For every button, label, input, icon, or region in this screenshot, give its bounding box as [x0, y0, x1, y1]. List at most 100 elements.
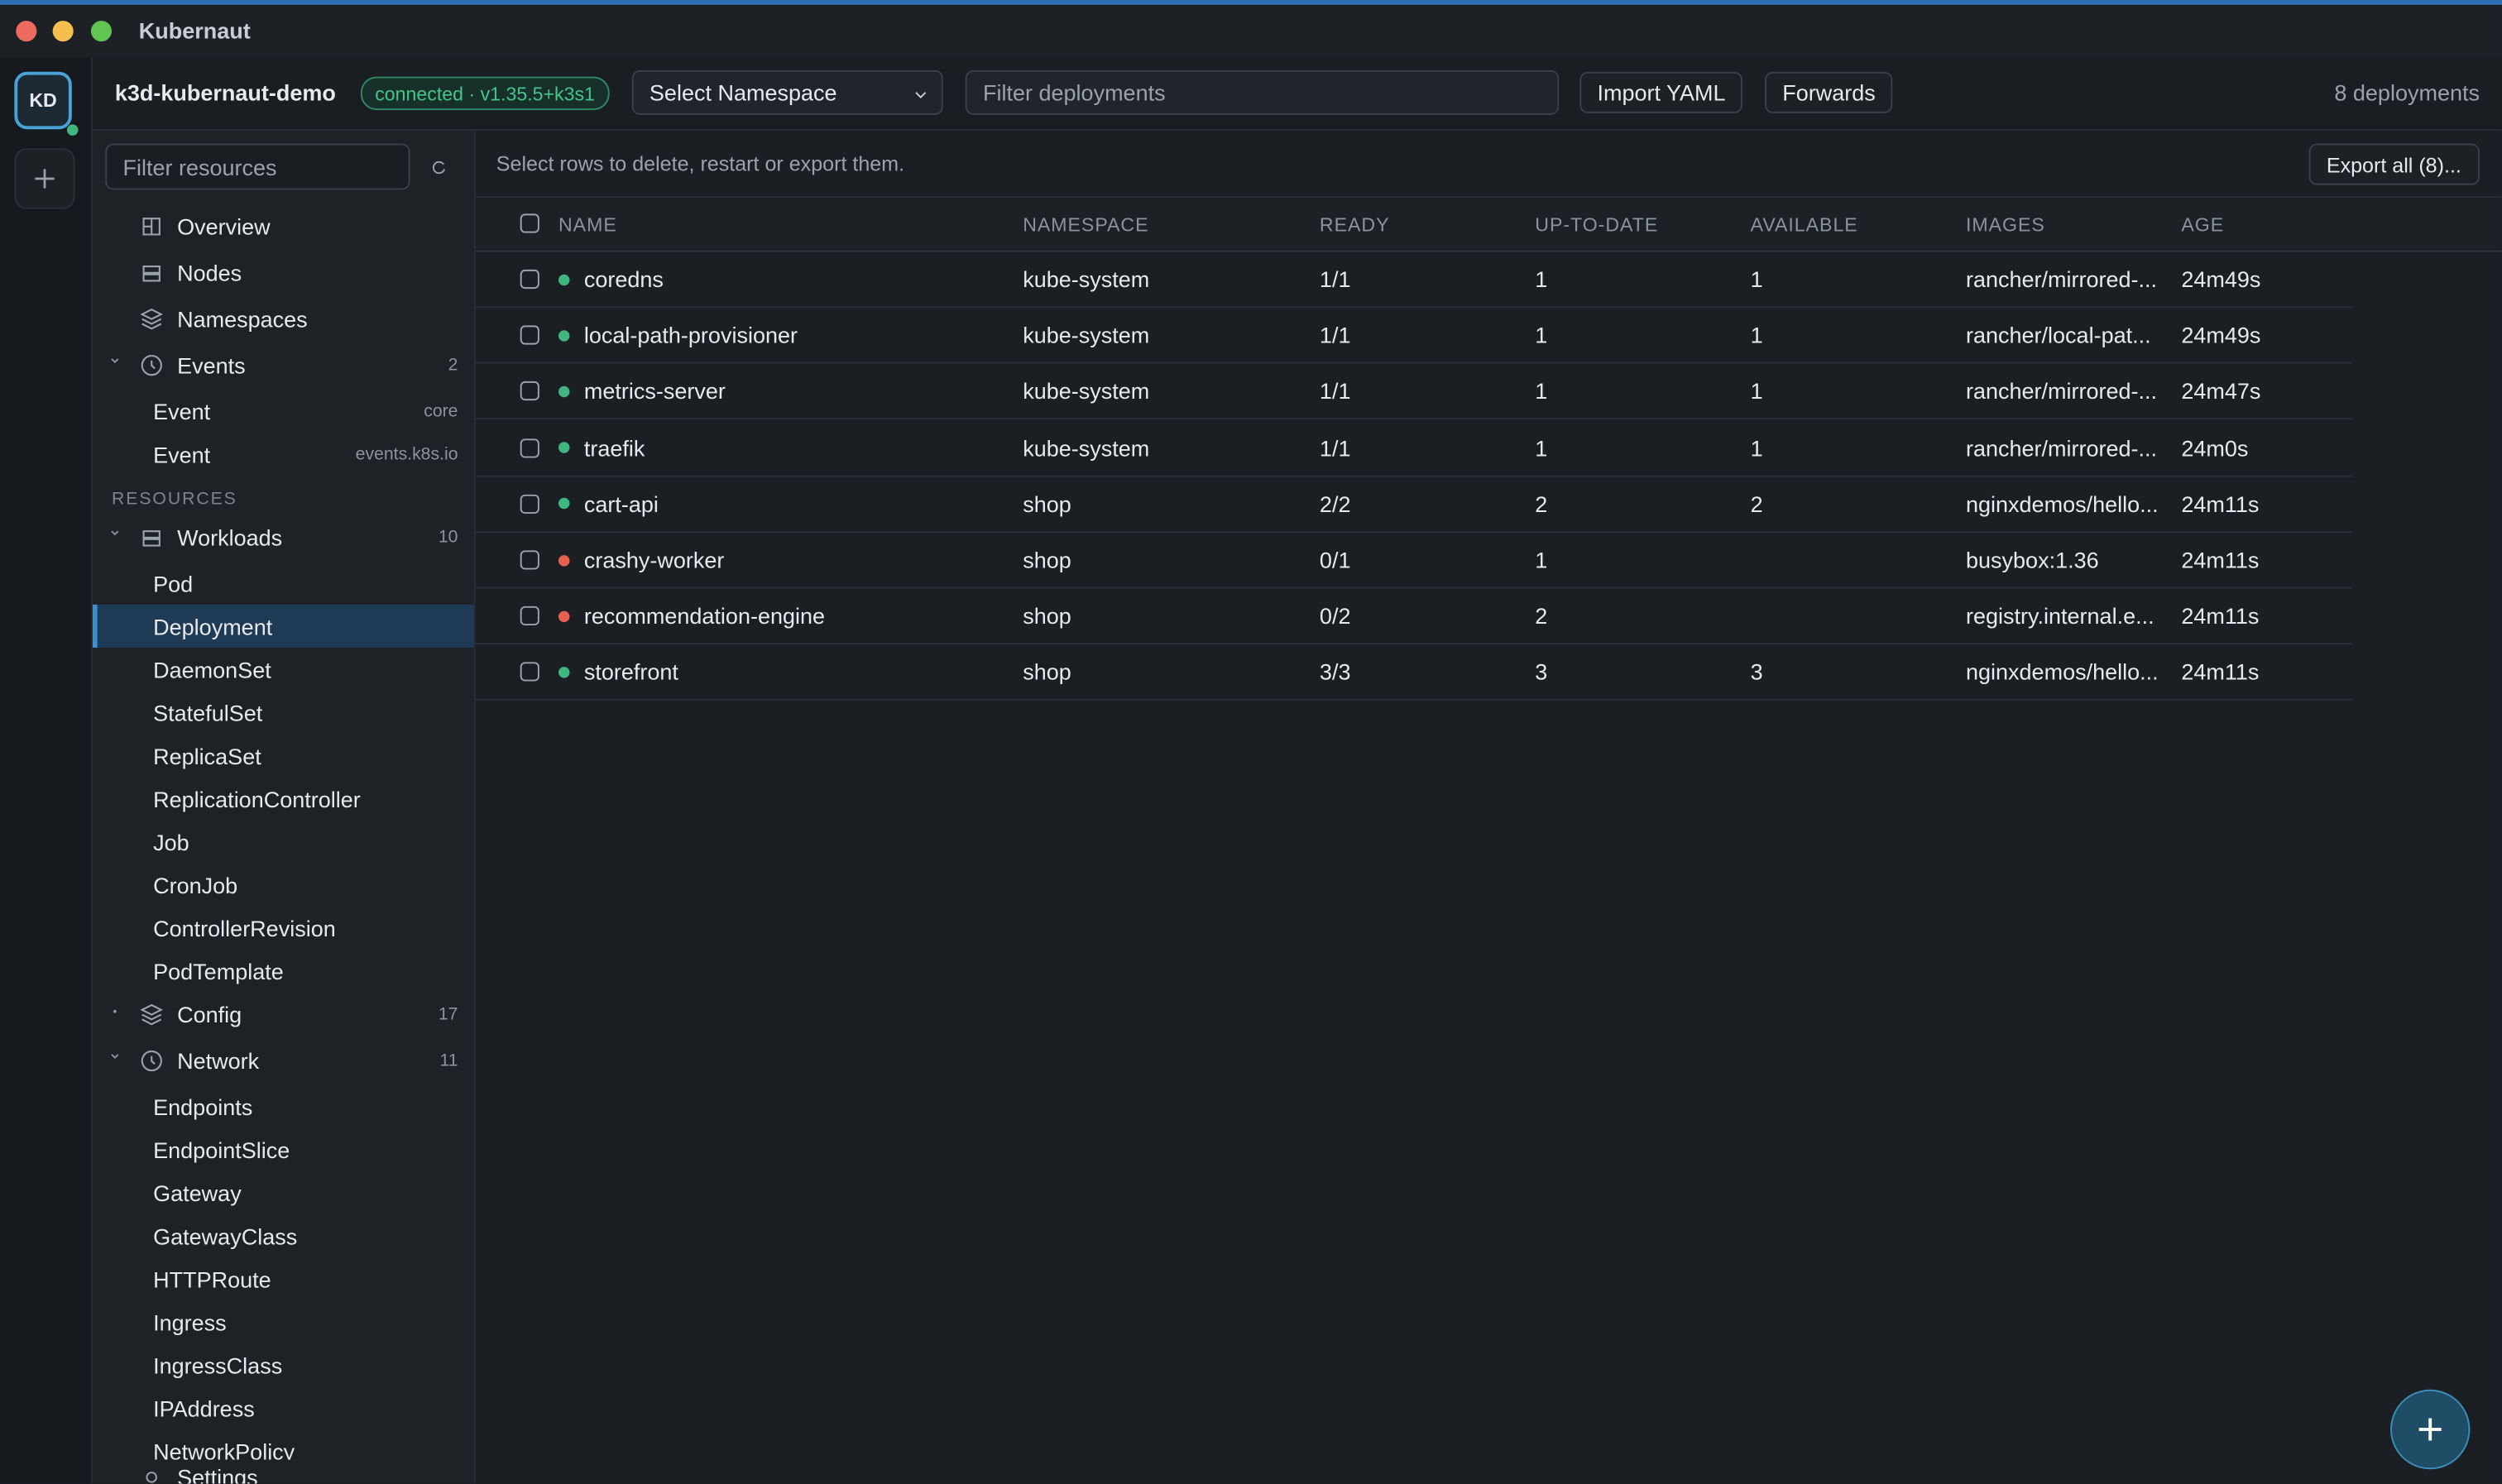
- column-header[interactable]: NAMESPACE: [1023, 213, 1149, 237]
- row-checkbox[interactable]: [520, 381, 539, 401]
- tree-item[interactable]: Ingress: [93, 1300, 474, 1343]
- tree-item[interactable]: StatefulSet: [93, 691, 474, 734]
- namespace-select-label: Select Namespace: [649, 79, 837, 106]
- resource-filter[interactable]: Filter resources: [105, 143, 410, 190]
- table-cell: 1: [1750, 266, 1763, 292]
- table-cell: shop: [1023, 659, 1071, 686]
- table-cell: 24m11s: [2181, 659, 2260, 686]
- table-row[interactable]: [475, 307, 2352, 365]
- column-header[interactable]: UP-TO-DATE: [1535, 213, 1659, 237]
- tree-item[interactable]: HTTPRoute: [93, 1257, 474, 1300]
- tree-group[interactable]: Namespaces: [93, 297, 474, 342]
- row-checkbox[interactable]: [520, 550, 539, 570]
- table-row[interactable]: [475, 363, 2352, 420]
- deployment-count: 8 deployments: [2334, 79, 2480, 106]
- column-header[interactable]: AGE: [2181, 213, 2225, 237]
- tree-item[interactable]: ReplicaSet: [93, 734, 474, 777]
- tree-item[interactable]: ReplicationController: [93, 777, 474, 820]
- item-icon: [140, 308, 163, 330]
- import-yaml-button[interactable]: Import YAML: [1579, 71, 1743, 113]
- deployment-name: traefik: [583, 434, 645, 461]
- table-cell: 0/2: [1319, 603, 1351, 630]
- tree-item[interactable]: Endpoints: [93, 1084, 474, 1127]
- deployment-filter[interactable]: Filter deployments: [965, 69, 1560, 115]
- tree-group[interactable]: Events 2: [93, 343, 474, 388]
- table-cell: rancher/mirrored-...: [1965, 434, 2158, 461]
- tree-item[interactable]: IPAddress: [93, 1386, 474, 1429]
- tree-item[interactable]: ControllerRevision: [93, 906, 474, 949]
- row-checkbox[interactable]: [520, 663, 539, 682]
- namespace-select[interactable]: Select Namespace: [631, 69, 943, 115]
- row-checkbox[interactable]: [520, 494, 539, 514]
- table-row[interactable]: [475, 587, 2352, 645]
- table-cell: 24m11s: [2181, 603, 2260, 630]
- add-cluster[interactable]: [14, 148, 75, 209]
- table-cell: kube-system: [1023, 266, 1150, 292]
- expanded-caret[interactable]: [110, 356, 120, 366]
- item-label: Ingress: [153, 1309, 227, 1335]
- table-cell: rancher/mirrored-...: [1965, 266, 2158, 292]
- tree-item[interactable]: CronJob: [93, 863, 474, 906]
- tree-item[interactable]: Event core: [93, 390, 474, 433]
- tree-item[interactable]: GatewayClass: [93, 1214, 474, 1257]
- item-label: IngressClass: [153, 1352, 283, 1378]
- row-checkbox[interactable]: [520, 606, 539, 626]
- table-row[interactable]: [475, 531, 2352, 589]
- table-row[interactable]: [475, 251, 2352, 309]
- settings-label: Settings: [177, 1464, 258, 1484]
- connection-status: connected · v1.35.5+k3s1: [360, 76, 610, 111]
- table-cell: 1: [1535, 322, 1548, 348]
- add-fab[interactable]: [2389, 1388, 2471, 1471]
- tree-group[interactable]: Overview: [93, 204, 474, 249]
- item-label: GatewayClass: [153, 1223, 298, 1249]
- tree-group[interactable]: Nodes: [93, 251, 474, 295]
- item-label: HTTPRoute: [153, 1266, 271, 1292]
- item-label: Endpoints: [153, 1094, 253, 1119]
- tree-item[interactable]: Pod: [93, 562, 474, 605]
- item-label: NetworkPolicy: [153, 1438, 295, 1460]
- tree-item[interactable]: EndpointSlice: [93, 1127, 474, 1170]
- item-icon: [142, 530, 161, 547]
- tree-item[interactable]: PodTemplate: [93, 949, 474, 992]
- refresh-icon[interactable]: [431, 160, 447, 175]
- column-header[interactable]: READY: [1319, 213, 1390, 237]
- export-button[interactable]: Export all (8)...: [2308, 143, 2480, 185]
- select-all-checkbox[interactable]: [520, 213, 539, 233]
- expanded-caret[interactable]: [110, 1051, 120, 1061]
- table-row[interactable]: [475, 419, 2352, 476]
- item-group: core: [424, 401, 458, 421]
- row-checkbox[interactable]: [520, 438, 539, 457]
- tree-item[interactable]: Event events.k8s.io: [93, 433, 474, 476]
- tree-item[interactable]: IngressClass: [93, 1343, 474, 1386]
- settings-item[interactable]: Settings: [93, 1462, 474, 1484]
- zoom-button[interactable]: [90, 21, 112, 42]
- expanded-caret[interactable]: [110, 528, 120, 538]
- table-row[interactable]: [475, 644, 2352, 701]
- table-cell: 1: [1535, 378, 1548, 405]
- item-label: IPAddress: [153, 1395, 255, 1421]
- close-button[interactable]: [16, 21, 37, 42]
- column-header[interactable]: NAME: [558, 213, 617, 237]
- sidebar: Filter resources Overview Nodes Namespaces…: [92, 131, 476, 1484]
- column-header[interactable]: AVAILABLE: [1750, 213, 1858, 237]
- status-dot: [558, 385, 570, 398]
- tree-item[interactable]: Job: [93, 820, 474, 863]
- collapsed-caret[interactable]: [110, 1005, 120, 1015]
- tree-item[interactable]: Gateway: [93, 1171, 474, 1214]
- group-label: Overview: [177, 213, 271, 240]
- tree-group[interactable]: Workloads 10: [93, 515, 474, 560]
- cluster-avatar[interactable]: KD: [14, 71, 72, 130]
- column-header[interactable]: IMAGES: [1965, 213, 2045, 237]
- row-checkbox[interactable]: [520, 269, 539, 290]
- tree-item[interactable]: NetworkPolicy: [93, 1429, 474, 1460]
- tree-group[interactable]: Network 11: [93, 1038, 474, 1083]
- table-row[interactable]: [475, 475, 2352, 533]
- row-checkbox[interactable]: [520, 325, 539, 345]
- minimize-button[interactable]: [52, 21, 74, 42]
- tree-group[interactable]: Config 17: [93, 993, 474, 1037]
- tree-item[interactable]: DaemonSet: [93, 648, 474, 691]
- deployments-table: NAME NAMESPACE READY UP-TO-DATE AVAILABLE IMA…: [475, 196, 2502, 834]
- forwards-button[interactable]: Forwards: [1764, 71, 1893, 113]
- tree-item[interactable]: Deployment: [92, 604, 474, 648]
- item-label: Event: [153, 441, 211, 467]
